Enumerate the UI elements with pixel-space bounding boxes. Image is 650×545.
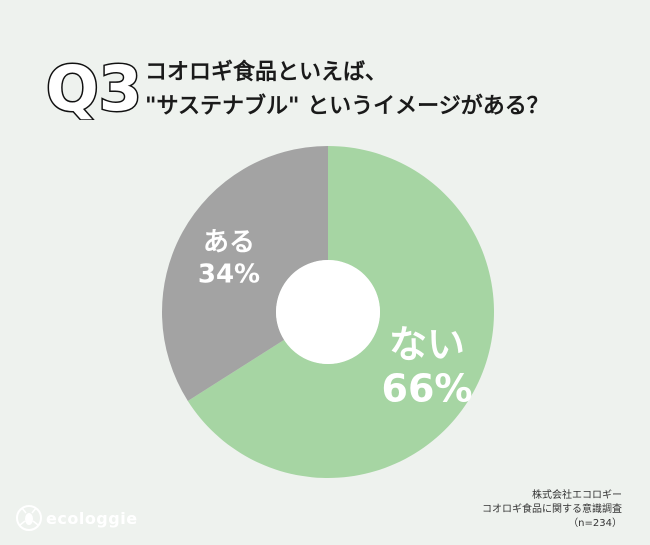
question-number: Q3 [46,52,142,120]
source-company: 株式会社エコロギー [532,490,622,501]
source-note: 株式会社エコロギー コオロギ食品に関する意識調査 （n=234） [482,489,622,531]
slice-value-label: 34% [198,260,260,290]
slice-category-label: ある [203,228,255,258]
question-badge: Q3 [45,51,143,121]
cricket-icon [16,505,42,531]
source-sample-size: （n=234） [568,518,622,529]
slice-category-label: ない [389,323,465,367]
donut-slice-nai [187,146,495,479]
question-title: コオロギ食品といえば、 "サステナブル" というイメージがある？ [145,56,645,124]
title-line-1: コオロギ食品といえば、 [145,60,388,85]
donut-slice-aru [162,146,328,401]
source-survey: コオロギ食品に関する意識調査 [482,504,622,515]
slice-value-label: 66% [382,367,473,411]
brand-logo: ecologgie [16,505,138,531]
donut-hole [276,260,380,364]
title-line-2: "サステナブル" というイメージがある？ [145,94,549,119]
brand-name: ecologgie [46,508,138,528]
